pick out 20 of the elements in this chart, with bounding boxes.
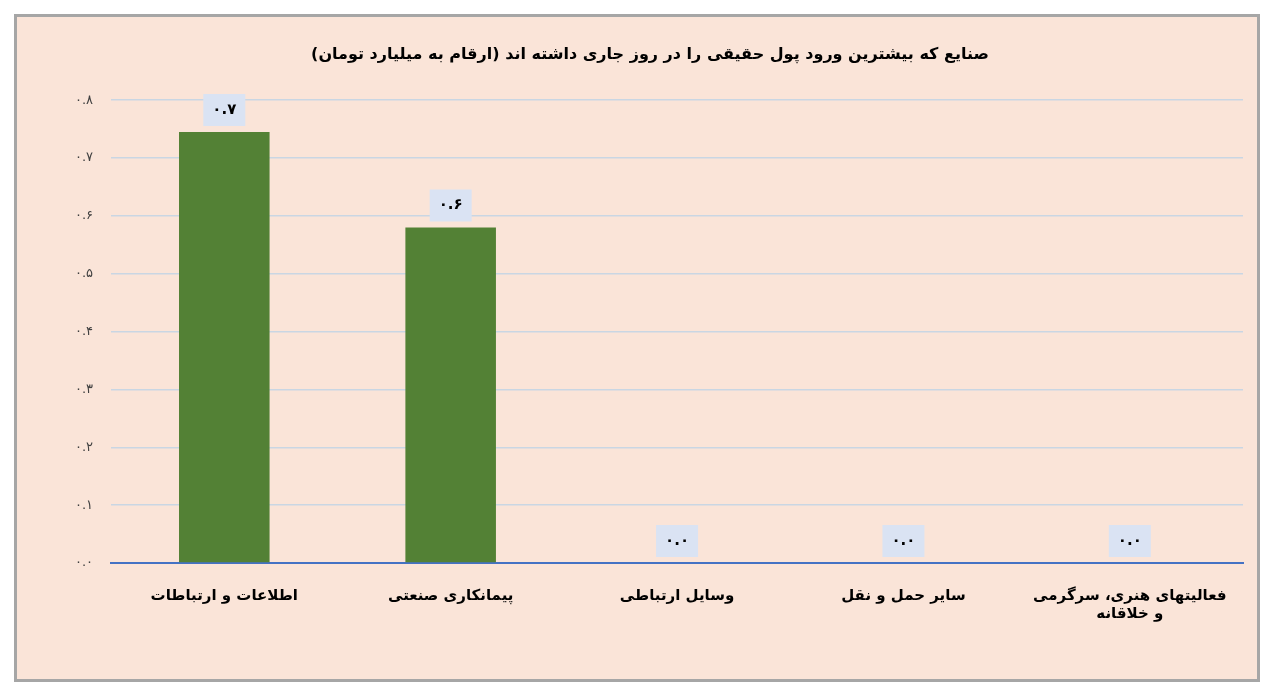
data-label: ۰.۰ [1117,530,1142,549]
y-tick-label: ۰.۸ [74,91,94,107]
y-tick-label: ۰.۴ [74,322,94,338]
x-tick-label: اطلاعات و ارتباطات [150,585,298,604]
y-tick-label: ۰.۰ [74,554,94,570]
x-tick-label: پیمانکاری صنعتی [387,585,514,605]
x-tick-label: سایر حمل و نقل [841,585,966,604]
y-tick-label: ۰.۱ [74,496,94,512]
chart-title: صنایع که بیشترین ورود پول حقیقی را در روز جاری داشته اند (ارقام به میلیارد تومان) [311,43,989,64]
data-label: ۰.۷ [212,99,237,118]
y-tick-label: ۰.۵ [74,265,94,281]
y-tick-label: ۰.۶ [74,207,94,223]
data-label: ۰.۰ [891,530,916,549]
y-tick-label: ۰.۷ [74,149,94,165]
data-label: ۰.۶ [438,195,463,214]
y-tick-label: ۰.۲ [74,438,94,454]
y-tick-label: ۰.۳ [74,380,94,396]
x-tick-label: فعالیتهای هنری، سرگرمی و خلاقانه [1033,585,1227,622]
x-tick-label: وسایل ارتباطی [619,585,735,604]
data-label: ۰.۰ [665,530,690,549]
